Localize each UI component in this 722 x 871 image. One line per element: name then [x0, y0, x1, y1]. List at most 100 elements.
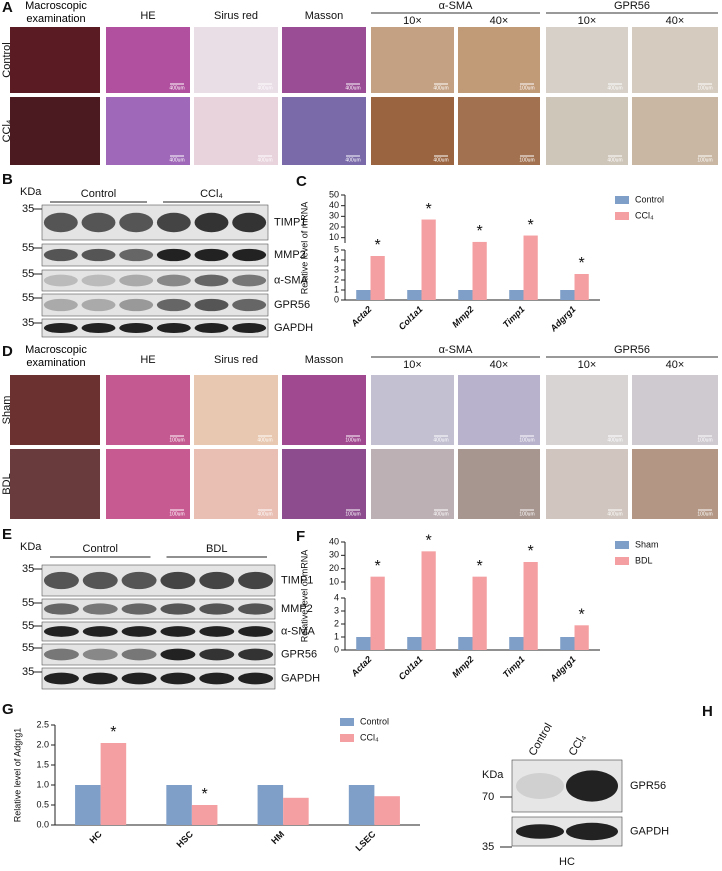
- blot-band: [81, 322, 116, 334]
- blot-band: [516, 824, 564, 839]
- group-label: Control: [83, 543, 118, 555]
- blot-band: [156, 298, 191, 312]
- significance: *: [579, 255, 585, 272]
- header-box: Macroscopic examination: [25, 344, 87, 369]
- significance: *: [375, 558, 381, 575]
- y-tick-label: 30: [329, 550, 339, 560]
- significance: *: [528, 543, 534, 560]
- band-label: GPR56: [281, 648, 317, 660]
- panel-letter: C: [296, 173, 307, 190]
- legend-label: Sham: [635, 539, 659, 549]
- band-label: MMP2: [281, 603, 313, 615]
- y-tick-label: 1.0: [36, 779, 49, 789]
- blot-band: [81, 212, 116, 233]
- y-tick-label: 10: [329, 232, 339, 242]
- blot-band: [156, 322, 191, 334]
- legend-label: CCl₄: [635, 210, 654, 220]
- significance: *: [528, 217, 534, 234]
- blot-band: [82, 571, 118, 590]
- y-tick-label: 0: [334, 294, 339, 304]
- blot-strip: [41, 564, 276, 597]
- micrograph: [10, 375, 100, 445]
- blot-band: [238, 672, 274, 685]
- x-tick-label: HC: [87, 829, 104, 846]
- column-header: HE: [140, 10, 155, 22]
- blot-band: [566, 770, 618, 802]
- micrograph: [632, 27, 718, 93]
- blot-band: [194, 212, 229, 233]
- micrograph: [371, 375, 454, 445]
- significance: *: [202, 786, 208, 803]
- legend-label: CCl₄: [360, 732, 379, 742]
- panel-letter: B: [2, 171, 13, 188]
- blot-band: [43, 648, 79, 661]
- micrograph: [632, 449, 718, 519]
- y-tick-label: 2.0: [36, 739, 49, 749]
- blot-band: [566, 822, 618, 841]
- micrograph: [546, 449, 628, 519]
- y-tick-label: 3: [334, 605, 339, 615]
- bar: [472, 576, 487, 650]
- y-tick-label: 30: [329, 211, 339, 221]
- blot-band: [199, 648, 235, 661]
- micrograph: [10, 97, 100, 165]
- y-tick-label: 2: [334, 618, 339, 628]
- y-tick-label: 3: [334, 264, 339, 274]
- micrograph: [106, 375, 190, 445]
- header-box: Macroscopic examination: [25, 0, 87, 25]
- x-tick-label: Adgrg1: [548, 304, 578, 334]
- micrograph: [546, 97, 628, 165]
- y-tick-label: 1: [334, 631, 339, 641]
- scale-bar-label: 100um: [519, 85, 534, 91]
- bar: [560, 637, 575, 650]
- blot-band: [43, 626, 79, 637]
- scale-bar-label: 400um: [433, 157, 448, 163]
- bar: [348, 785, 375, 825]
- micrograph: [194, 27, 278, 93]
- micrograph: [371, 27, 454, 93]
- blot-band: [43, 571, 79, 590]
- blot-band: [43, 248, 78, 262]
- x-tick-label: Mmp2: [450, 654, 475, 679]
- scale-bar-label: 100um: [169, 511, 184, 517]
- bar: [166, 785, 192, 825]
- y-tick-label: 0.0: [36, 819, 49, 829]
- micrograph: [194, 375, 278, 445]
- blot-band: [82, 672, 118, 685]
- bar: [75, 785, 101, 825]
- scale-bar-label: 100um: [169, 437, 184, 443]
- bar: [370, 576, 385, 650]
- blot-band: [119, 248, 154, 262]
- y-tick-label: 0.5: [36, 799, 49, 809]
- bar: [407, 637, 422, 650]
- micrograph: [282, 27, 366, 93]
- y-axis-label: Relative level of mRNA: [299, 202, 309, 295]
- band-label: GPR56: [274, 299, 310, 311]
- row-label: BDL: [1, 473, 13, 494]
- blot-band: [199, 603, 235, 615]
- blot-band: [232, 274, 267, 287]
- cell-label: HC: [559, 856, 575, 868]
- group-header: GPR56: [614, 0, 650, 12]
- x-tick-label: Adgrg1: [548, 654, 578, 684]
- micrograph: [632, 375, 718, 445]
- bar: [574, 625, 589, 650]
- significance: *: [477, 558, 483, 575]
- blot-band: [238, 603, 274, 615]
- y-tick-label: 4: [334, 592, 339, 602]
- bar: [191, 805, 218, 825]
- bar: [370, 256, 385, 300]
- band-label: GAPDH: [630, 825, 669, 837]
- marker-label: 55: [22, 597, 34, 609]
- magnification: 10×: [403, 15, 422, 27]
- x-tick-label: Timp1: [501, 654, 527, 680]
- blot-band: [43, 672, 79, 685]
- group-label: Control: [81, 188, 116, 200]
- marker-label: 55: [22, 242, 34, 254]
- bar: [100, 743, 127, 825]
- scale-bar-label: 400um: [607, 85, 622, 91]
- bar: [560, 290, 575, 300]
- scale-bar-label: 400um: [257, 85, 272, 91]
- marker-label: 35: [22, 563, 34, 575]
- bar: [523, 235, 538, 300]
